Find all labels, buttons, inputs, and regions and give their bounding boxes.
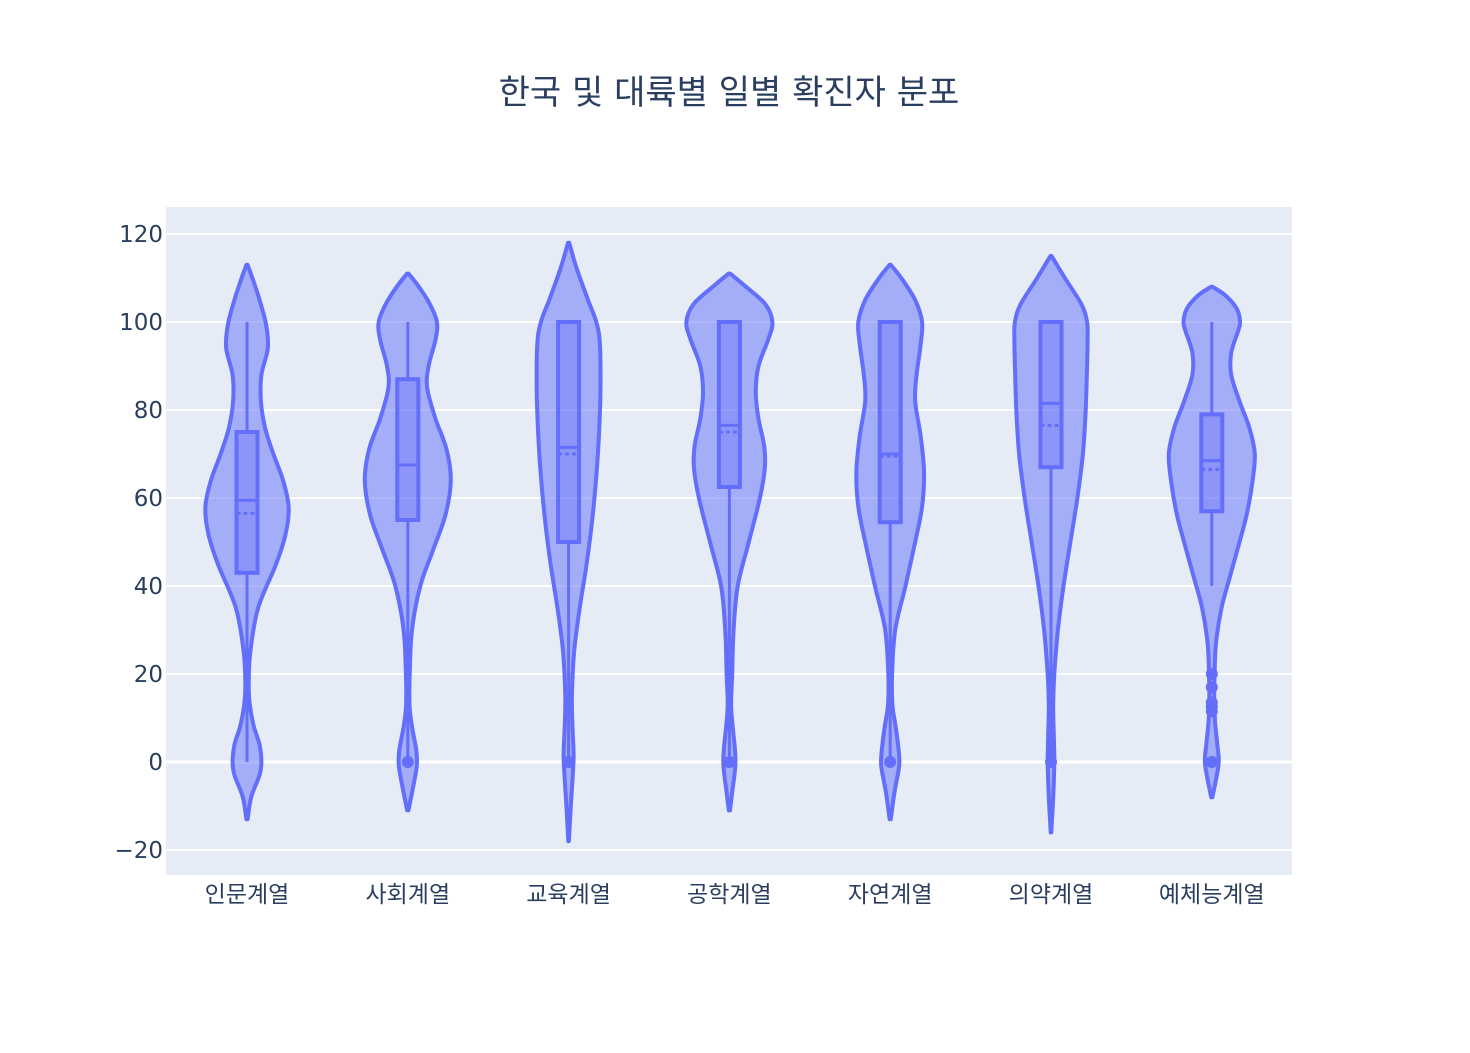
chart-title: 한국 및 대륙별 일별 확진자 분포 [499,73,960,113]
box [395,377,421,523]
x-tick-label: 공학계열 [687,882,772,908]
box [1038,320,1064,470]
y-tick-label: 80 [134,398,163,424]
y-tick-label: 120 [119,222,163,248]
box [877,320,903,525]
x-axis-ticks: 인문계열 사회계열 교육계열 공학계열 자연계열 의약계열 예체능계열 [205,882,1265,908]
outlier-point [884,756,897,768]
box [234,430,260,575]
x-tick-label: 자연계열 [848,882,933,908]
x-tick-label: 사회계열 [365,882,450,908]
outlier-point [1205,681,1218,694]
violin-3 [534,240,603,844]
violin-5 [854,262,927,822]
box [1199,412,1225,514]
y-tick-label: −20 [114,838,163,864]
y-tick-label: 40 [134,574,163,600]
outlier-point [562,756,575,768]
violin-1 [203,262,291,822]
outlier-point [1045,756,1057,768]
violin-2 [362,271,453,813]
y-axis-ticks: −20 0 20 40 60 80 100 120 [114,222,163,864]
x-tick-label: 예체능계열 [1159,882,1265,908]
outlier-point [723,756,736,768]
violin-body [203,262,291,822]
x-tick-label: 교육계열 [526,882,611,908]
y-tick-label: 100 [119,310,163,336]
violin-4 [684,271,775,813]
violin-7 [1166,284,1257,800]
violin-6 [1012,254,1090,835]
y-tick-label: 0 [148,750,163,776]
outlier-point [401,756,414,768]
outlier-point [1205,668,1218,680]
violins [203,240,1257,844]
y-tick-label: 20 [134,662,163,688]
x-tick-label: 의약계열 [1009,882,1094,908]
outlier-point [1205,756,1218,768]
outlier-point [1205,696,1218,709]
box [556,320,582,544]
y-tick-label: 60 [134,486,163,512]
x-tick-label: 인문계열 [205,882,290,908]
box [716,320,742,489]
